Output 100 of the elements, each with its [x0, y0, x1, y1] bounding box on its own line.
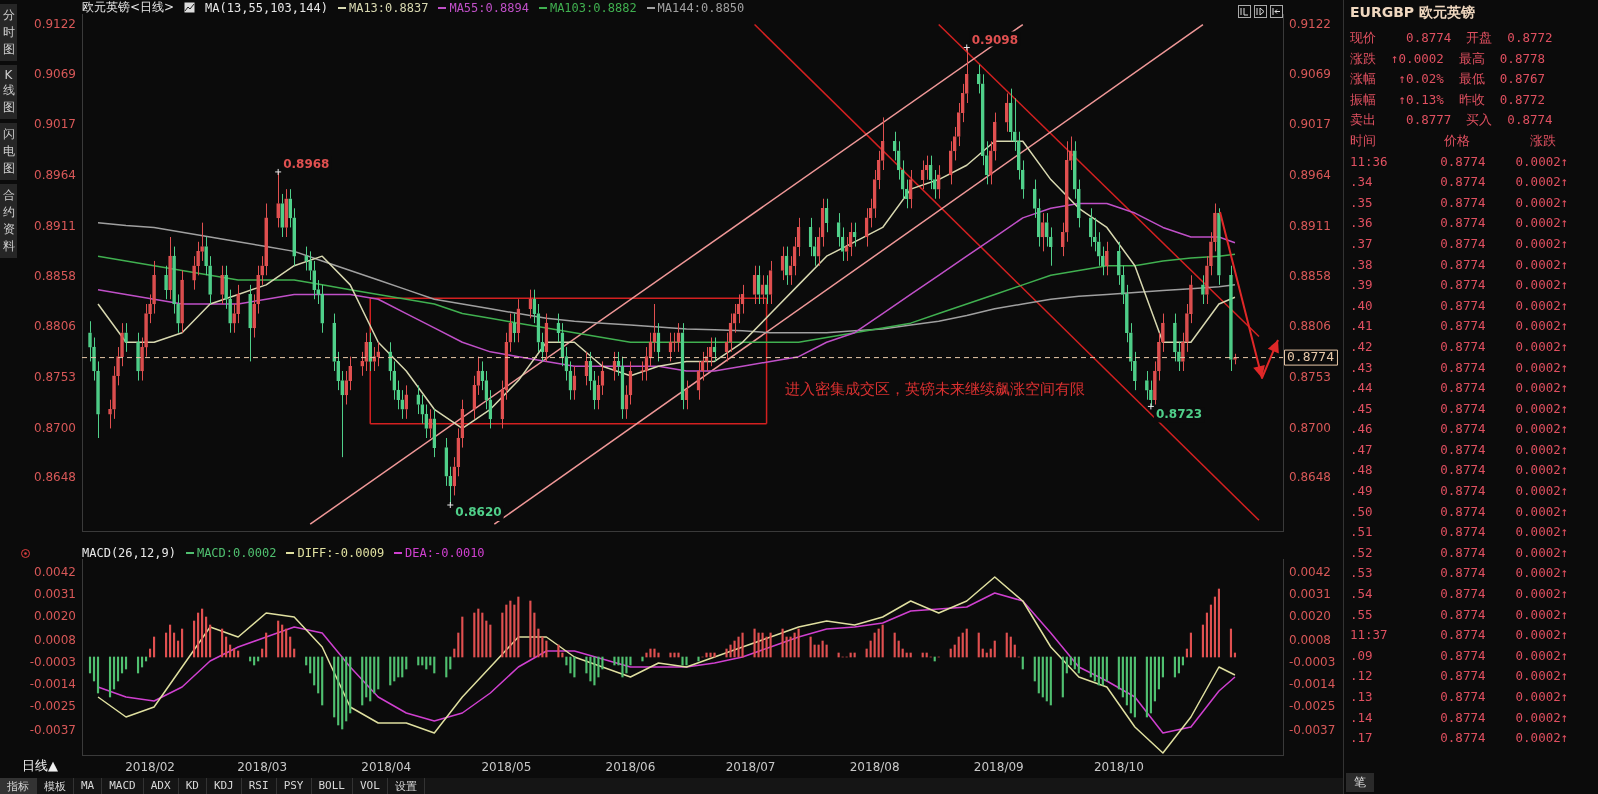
annotation: 0.8723	[1155, 406, 1203, 421]
text: 振幅 ↑0.13% 昨收 0.8772	[1349, 90, 1546, 109]
text: .47 0.8774 0.0002↑	[1349, 440, 1570, 459]
y2-tick-label: 0.0042	[1289, 565, 1331, 580]
text: .34 0.8774 0.0002↑	[1349, 173, 1570, 192]
y-tick-label: 0.8648	[34, 470, 76, 485]
legend-label: MA13:0.8837	[347, 0, 429, 15]
y-tick-label: -0.0025	[29, 699, 76, 714]
text: .17 0.8774 0.0002↑	[1349, 729, 1570, 748]
text: .13 0.8774 0.0002↑	[1349, 688, 1570, 706]
text: .44 0.8774 0.0002↑	[1349, 379, 1570, 398]
text: .40 0.8774 0.0002↑	[1349, 296, 1570, 315]
text: .55 0.8774 0.0002↑	[1349, 605, 1570, 624]
text: .46 0.8774 0.0002↑	[1349, 420, 1570, 439]
y2-tick-label: 0.9017	[1289, 117, 1331, 132]
text: 指标	[0, 778, 37, 794]
y2-tick-label: -0.0037	[1289, 723, 1336, 738]
annotation: 0.8620	[455, 505, 502, 520]
text: MACD	[102, 778, 144, 794]
y-tick-label: 0.8964	[34, 167, 76, 182]
y2-tick-label: -0.0003	[1289, 655, 1336, 670]
text: .36 0.8774 0.0002↑	[1349, 214, 1570, 233]
x-tick-label: 2018/09	[973, 760, 1024, 775]
y-tick-label: 0.9069	[34, 67, 76, 82]
x-tick-label: 2018/07	[725, 760, 776, 775]
y2-tick-label: 0.8806	[1289, 319, 1331, 334]
y2-tick-label: -0.0025	[1289, 699, 1336, 714]
annotation: 0.9098	[971, 32, 1019, 47]
text: 涨跌 ↑0.0002 最高 0.8778	[1349, 49, 1546, 68]
y2-tick-label: 0.8753	[1289, 369, 1331, 384]
text: VOL	[353, 778, 388, 794]
y-tick-label: 0.8911	[34, 218, 76, 233]
text: .45 0.8774 0.0002↑	[1349, 399, 1570, 418]
y2-tick-label: 0.8964	[1289, 167, 1331, 182]
text: 笔	[1346, 773, 1374, 792]
text: MA	[74, 778, 103, 794]
text: .53 0.8774 0.0002↑	[1349, 564, 1570, 583]
text: .09 0.8774 0.0002↑	[1349, 646, 1570, 665]
legend-label: MA55:0.8894	[448, 0, 529, 15]
text: .51 0.8774 0.0002↑	[1349, 523, 1570, 542]
x-tick-label: 2018/10	[1093, 760, 1144, 775]
x-tick-label: 2018/03	[237, 760, 288, 775]
y2-tick-label: 0.0020	[1289, 609, 1331, 624]
text: 涨幅 ↑0.02% 最低 0.8767	[1349, 70, 1546, 89]
text: 模板	[37, 778, 74, 794]
text: .54 0.8774 0.0002↑	[1349, 585, 1570, 604]
y2-tick-label: 0.8700	[1289, 420, 1331, 435]
text: ADX	[143, 778, 179, 794]
text: PSY	[276, 778, 312, 794]
text: .42 0.8774 0.0002↑	[1349, 337, 1570, 356]
text: 11:37 0.8774 0.0002↑	[1349, 626, 1570, 645]
y2-tick-label: 0.0008	[1289, 633, 1331, 648]
text: .43 0.8774 0.0002↑	[1349, 358, 1570, 377]
ref-line-label: 0.8774	[1287, 348, 1335, 364]
text: 日线▲	[22, 757, 58, 775]
y2-tick-label: 0.8911	[1289, 218, 1331, 233]
text: .39 0.8774 0.0002↑	[1349, 276, 1570, 295]
y-tick-label: 0.8858	[34, 269, 76, 284]
text: 时间 价格 涨跌	[1349, 131, 1557, 150]
y2-tick-label: 0.8858	[1289, 269, 1331, 284]
annotation: 进入密集成交区，英镑未来继续飙涨空间有限	[785, 380, 1085, 399]
text: .52 0.8774 0.0002↑	[1349, 543, 1570, 562]
x-tick-label: 2018/08	[849, 760, 900, 775]
legend-label: MA103:0.8882	[548, 0, 637, 15]
y-tick-label: 0.0020	[34, 609, 76, 624]
text: 现价 0.8774 开盘 0.8772	[1349, 29, 1554, 47]
y-tick-label: -0.0014	[29, 677, 76, 692]
text: .38 0.8774 0.0002↑	[1349, 255, 1570, 274]
legend-label: DIFF:-0.0009	[296, 545, 385, 560]
y-tick-label: -0.0003	[29, 655, 76, 670]
legend-title: MA(13,55,103,144)	[205, 0, 328, 15]
text: 设置	[387, 778, 425, 794]
y-tick-label: 0.0008	[34, 633, 76, 648]
y-tick-label: -0.0037	[29, 723, 76, 738]
y-tick-label: 0.0042	[34, 565, 76, 580]
legend-label: MACD:0.0002	[195, 545, 277, 560]
y2-tick-label: -0.0014	[1289, 677, 1336, 692]
text: .50 0.8774 0.0002↑	[1349, 502, 1570, 521]
annotation: 0.8968	[283, 157, 330, 172]
y-tick-label: 0.9122	[34, 16, 76, 31]
text: 合约资料	[0, 184, 17, 258]
text: .49 0.8774 0.0002↑	[1349, 482, 1570, 501]
text: KD	[178, 778, 207, 794]
text: .37 0.8774 0.0002↑	[1349, 234, 1570, 253]
y2-tick-label: 0.9122	[1289, 16, 1331, 31]
y2-tick-label: 0.8648	[1289, 470, 1331, 485]
text: .41 0.8774 0.0002↑	[1349, 317, 1570, 336]
y-tick-label: 0.8700	[34, 420, 76, 435]
x-tick-label: 2018/05	[481, 760, 532, 775]
chart-title: 欧元英镑<日线>	[82, 0, 175, 16]
y2-tick-label: 0.0031	[1289, 587, 1331, 602]
text: .35 0.8774 0.0002↑	[1349, 193, 1570, 212]
text: 11:36 0.8774 0.0002↑	[1349, 152, 1570, 171]
text: RSI	[241, 778, 277, 794]
legend-label: MA144:0.8850	[656, 0, 745, 15]
text: .14 0.8774 0.0002↑	[1349, 708, 1570, 727]
x-tick-label: 2018/06	[605, 760, 656, 775]
text: 分时图	[0, 4, 17, 61]
y2-tick-label: 0.9069	[1289, 67, 1331, 82]
y-tick-label: 0.0031	[34, 587, 76, 602]
